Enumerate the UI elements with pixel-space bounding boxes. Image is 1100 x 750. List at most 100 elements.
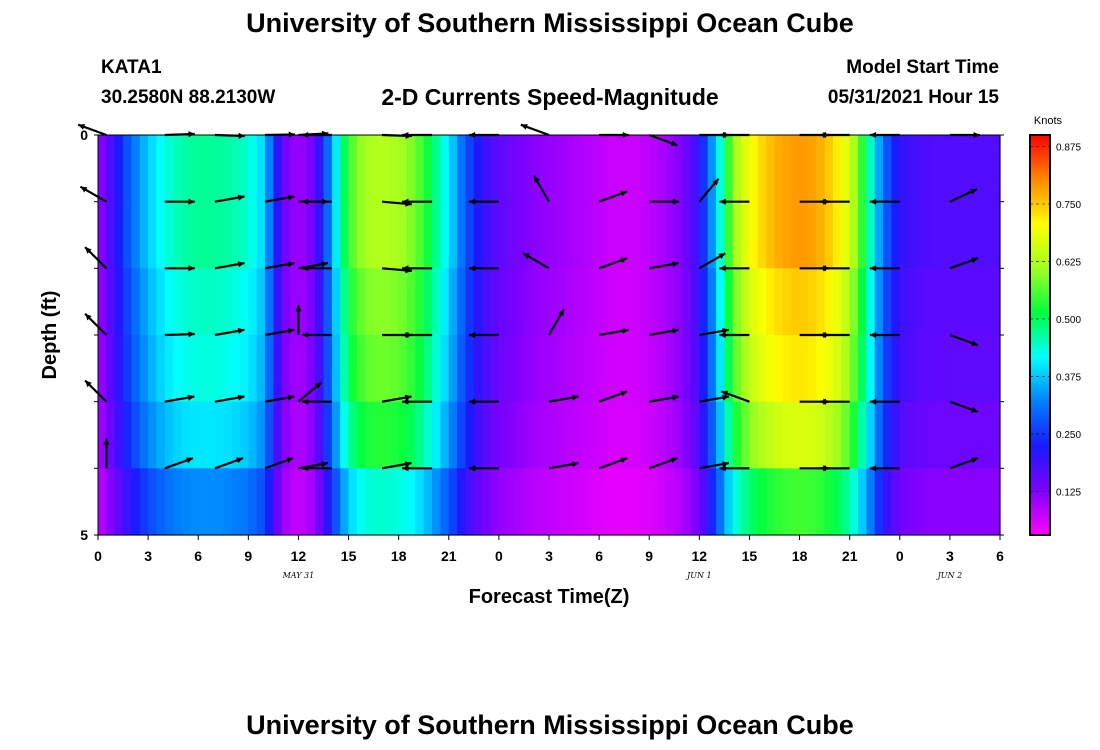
current-vector-arrow [869,398,900,405]
current-vector-arrow [214,327,245,337]
current-vector-arrow [649,327,679,337]
heatmap-cell [565,268,575,336]
heatmap-cell [582,401,592,469]
x-tick-label: 3 [545,548,553,564]
heatmap-cell [974,268,984,336]
heatmap-cell [966,201,976,269]
heatmap-cell [983,401,993,469]
station-coords: 30.2580N 88.2130W [101,87,276,108]
heatmap-cell [958,401,968,469]
heatmap-cell [816,135,826,203]
heatmap-cell [123,268,133,336]
heatmap-cell [164,135,174,203]
heatmap-cell [457,468,467,536]
heatmap-cell [916,135,926,203]
heatmap-cell [323,468,333,536]
heatmap-cell [832,401,842,469]
heatmap-cell [874,268,884,336]
heatmap-cell [607,268,617,336]
heatmap-cell [323,335,333,403]
current-vector-arrow [869,198,900,205]
heatmap-cell [164,335,174,403]
heatmap-cell [974,135,984,203]
heatmap-cell [523,335,533,403]
heatmap-cell [574,335,584,403]
heatmap-cell [716,401,725,469]
heatmap-cell [716,201,725,269]
heatmap-cell [707,401,717,469]
current-vector-arrow [819,332,850,338]
current-vector-arrow [164,394,195,403]
heatmap-cell [457,201,467,269]
heatmap-cell [507,401,517,469]
heatmap-cell [432,335,442,403]
heatmap-cell [114,135,124,203]
heatmap-cell [398,268,408,336]
heatmap-cell [958,468,968,536]
heatmap-cell [331,401,341,469]
heatmap-cell [498,335,508,403]
heatmap-cell [883,401,893,469]
heatmap-cell [949,401,959,469]
current-vector-arrow [548,394,579,403]
heatmap-cell [874,135,884,203]
colorbar [1029,134,1051,536]
heatmap-cell [457,268,467,336]
heatmap-cell [532,201,542,269]
heatmap-cell [448,268,458,336]
current-vector-arrow [301,132,332,138]
heatmap-cell [106,401,116,469]
heatmap-cell [757,268,767,336]
heatmap-cell [991,135,1001,203]
heatmap-cell [908,468,918,536]
heatmap-cell [858,468,867,536]
x-tick-label: 0 [896,548,904,564]
heatmap-cell [323,201,333,269]
heatmap-cell [164,401,174,469]
heatmap-cell [248,401,258,469]
heatmap-cell [407,201,416,269]
heatmap-cell [281,201,291,269]
heatmap-cell [749,201,759,269]
heatmap-cell [265,268,274,336]
heatmap-cell [799,201,809,269]
heatmap-cell [741,201,751,269]
heatmap-cell [490,335,500,403]
heatmap-cell [348,401,358,469]
current-vector-arrow [79,185,107,203]
current-vector-arrow [214,194,245,203]
heatmap-cell [415,335,425,403]
heatmap-cell [131,268,141,336]
heatmap-cell [682,135,692,203]
heatmap-cell [415,135,425,203]
heatmap-cell [181,401,191,469]
heatmap-cell [256,335,266,403]
heatmap-cell [716,135,725,203]
heatmap-cell [365,268,375,336]
heatmap-cell [749,335,759,403]
heatmap-cell [523,135,533,203]
heatmap-cell [832,135,842,203]
heatmap-cell [774,268,784,336]
heatmap-cell [515,135,525,203]
heatmap-cell [423,468,433,536]
heatmap-cell [290,401,300,469]
heatmap-cell [632,468,642,536]
heatmap-cell [390,335,400,403]
heatmap-cell [924,401,934,469]
current-vector-arrow [264,194,295,203]
heatmap-cell [690,401,700,469]
current-vector-arrow [949,400,979,413]
current-vector-arrow [264,261,295,270]
heatmap-cell [214,335,224,403]
heatmap-cell [640,468,650,536]
heatmap-cell [841,401,851,469]
heatmap-cell [949,201,959,269]
heatmap-cell [98,468,107,536]
heatmap-cell [123,468,133,536]
heatmap-cell [331,268,341,336]
heatmap-cell [966,335,976,403]
heatmap-cell [557,201,567,269]
footer-title: University of Southern Mississippi Ocean… [246,710,854,740]
heatmap-cell [949,335,959,403]
